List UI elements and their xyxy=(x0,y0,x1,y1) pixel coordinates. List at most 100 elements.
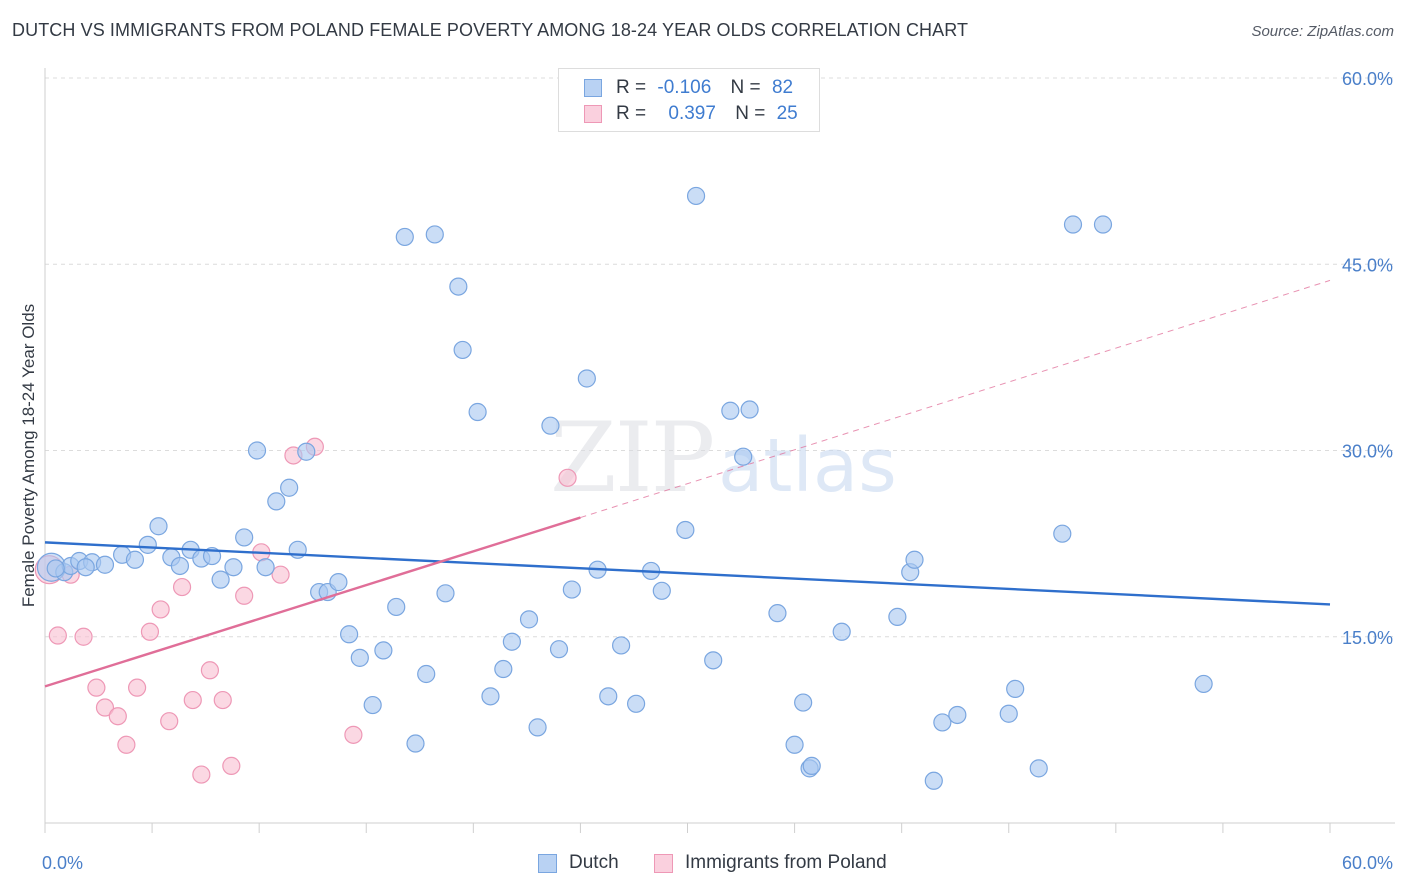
legend-row-poland: R = 0.397 N = 25 xyxy=(559,103,819,127)
x-tick-label: 0.0% xyxy=(42,853,83,873)
dutch-point xyxy=(577,369,596,388)
dutch-point xyxy=(387,597,406,617)
x-tick-label: 60.0% xyxy=(1342,853,1393,873)
dutch-point xyxy=(363,695,382,715)
poland-point xyxy=(87,678,106,697)
watermark: ZIP atlas xyxy=(550,402,897,514)
poland-point xyxy=(172,577,192,597)
dutch-point xyxy=(924,771,943,790)
tick-labels: 15.0% 30.0% 45.0% 60.0% 0.0% 60.0% Female Pove… xyxy=(19,69,1393,873)
dutch-point xyxy=(449,277,468,296)
dutch-point xyxy=(794,693,813,712)
dutch-point xyxy=(933,713,952,732)
dutch-point xyxy=(374,641,393,660)
dutch-point xyxy=(494,659,513,679)
dutch-point xyxy=(256,558,275,577)
dutch-point xyxy=(626,694,646,713)
y-tick-label: 30.0% xyxy=(1342,442,1393,462)
poland-point xyxy=(140,622,160,641)
legend-label-dutch: Dutch xyxy=(569,852,619,873)
watermark-zip: ZIP xyxy=(550,402,713,514)
legend-label-poland: Immigrants from Poland xyxy=(685,852,887,873)
poland-point xyxy=(108,707,127,726)
poland-point xyxy=(151,600,170,619)
poland-point xyxy=(222,756,241,775)
dutch-point xyxy=(417,664,436,684)
dutch-point xyxy=(395,227,414,247)
dutch-point xyxy=(704,651,723,670)
legend-r-value-dutch: -0.106 xyxy=(657,77,712,98)
dutch-point xyxy=(740,400,759,419)
dutch-point xyxy=(734,447,753,466)
dutch-point xyxy=(235,528,254,547)
dutch-point xyxy=(1194,674,1213,694)
dutch-point xyxy=(802,756,821,775)
dutch-trend-line xyxy=(44,541,1331,606)
poland-point xyxy=(213,690,232,710)
legend-n-value-dutch: 82 xyxy=(771,77,794,98)
dutch-point xyxy=(468,402,487,422)
axes xyxy=(44,68,1395,833)
poland-point xyxy=(271,565,290,584)
legend-stats: R = -0.106 N = 82 R = 0.397 N = 25 xyxy=(558,68,820,132)
dutch-point xyxy=(676,520,695,540)
trend-lines xyxy=(44,279,1331,688)
poland-legend-swatch xyxy=(654,854,673,873)
poland-point xyxy=(192,765,211,784)
dutch-point xyxy=(329,573,348,592)
dutch-point xyxy=(832,622,851,641)
dutch-point xyxy=(502,632,521,651)
dutch-point xyxy=(1053,524,1072,543)
dutch-point xyxy=(46,559,65,578)
watermark-atlas: atlas xyxy=(718,423,897,509)
dutch-point xyxy=(549,640,569,659)
dutch-point xyxy=(562,580,581,599)
dutch-point xyxy=(541,416,560,435)
dutch-point xyxy=(425,225,444,244)
dutch-point xyxy=(406,734,425,753)
dutch-point xyxy=(138,535,157,554)
dutch-point xyxy=(481,687,500,706)
dutch-point xyxy=(149,517,168,536)
dutch-point xyxy=(280,478,299,497)
legend-n-label: N = xyxy=(730,77,761,98)
dutch-point xyxy=(686,186,706,206)
dutch-point xyxy=(1006,679,1025,699)
dutch-point xyxy=(785,735,804,754)
dutch-point xyxy=(350,648,369,667)
dutch-point xyxy=(519,610,539,629)
dutch-point xyxy=(1093,215,1113,234)
y-tick-label: 45.0% xyxy=(1342,255,1393,275)
dutch-point xyxy=(948,705,967,725)
dutch-point xyxy=(267,492,286,511)
dutch-point xyxy=(652,581,671,600)
dutch-point xyxy=(599,687,618,706)
y-tick-label: 60.0% xyxy=(1342,69,1393,89)
legend-row-dutch: R = -0.106 N = 82 xyxy=(559,77,819,101)
dutch-point xyxy=(340,625,359,644)
legend-n-value-poland: 25 xyxy=(776,103,798,124)
dutch-point xyxy=(211,570,230,589)
dutch-point xyxy=(1029,759,1048,778)
dutch-point xyxy=(768,604,787,623)
legend-r-label: R = xyxy=(616,103,647,124)
legend-series: Dutch Immigrants from Poland xyxy=(0,851,1406,879)
poland-point xyxy=(344,725,363,744)
dutch-point xyxy=(95,555,115,574)
dutch-point xyxy=(999,704,1018,723)
dutch-legend-swatch xyxy=(538,854,557,873)
poland-point xyxy=(48,626,67,645)
dutch-point xyxy=(888,607,907,626)
dutch-point xyxy=(453,340,472,360)
dutch-point xyxy=(224,558,243,577)
poland-point xyxy=(95,698,115,717)
poland-point xyxy=(200,661,220,680)
poland-point xyxy=(117,735,136,754)
dutch-point xyxy=(297,442,316,461)
poland-point xyxy=(74,627,93,646)
legend-r-value-poland: 0.397 xyxy=(668,103,716,124)
chart-source: Source: ZipAtlas.com xyxy=(1251,23,1394,40)
poland-trend-line xyxy=(44,516,581,688)
dutch-point xyxy=(247,441,267,460)
dutch-point xyxy=(1063,215,1083,234)
